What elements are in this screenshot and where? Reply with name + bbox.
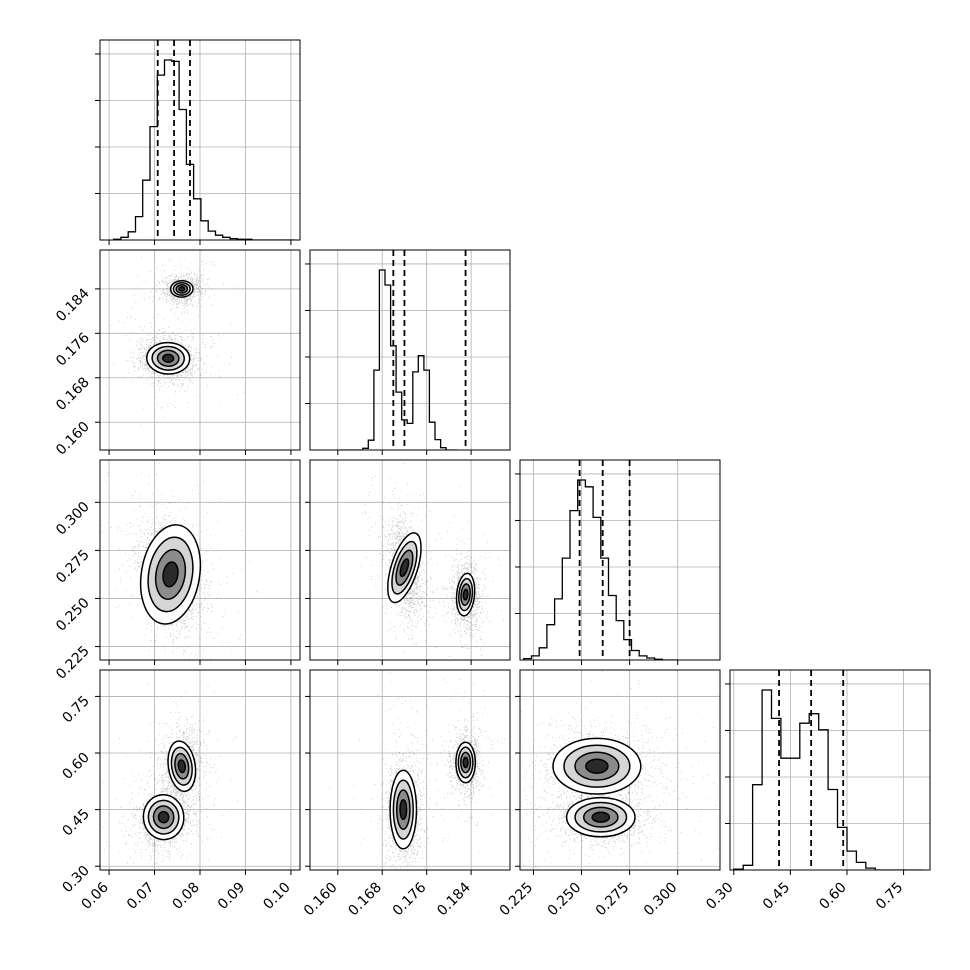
x-tick-label: 0.10 xyxy=(260,880,293,913)
panel-frame xyxy=(309,669,511,871)
density-contour xyxy=(462,588,469,601)
panel-frame xyxy=(729,669,931,871)
scatter-points xyxy=(106,250,245,426)
y-tick-label: 0.176 xyxy=(53,330,93,370)
panel-content xyxy=(341,460,504,660)
scatter-panel-0-3 xyxy=(99,669,301,871)
x-tick-label: 0.168 xyxy=(345,880,385,920)
scatter-panel-0-1 xyxy=(99,249,301,451)
scatter-points xyxy=(102,679,238,870)
histogram-step-line xyxy=(733,689,923,870)
panel-frame xyxy=(519,459,721,661)
y-tick-label: 0.168 xyxy=(53,374,93,414)
density-contour xyxy=(162,353,175,363)
density-contour xyxy=(157,810,170,824)
y-tick-label: 0.300 xyxy=(53,499,93,539)
scatter-panel-1-2 xyxy=(309,459,511,661)
x-tick-label: 0.176 xyxy=(390,879,430,919)
panel-frame xyxy=(309,459,511,661)
y-tick-label: 0.184 xyxy=(53,285,93,325)
x-tick-label: 0.09 xyxy=(215,880,248,913)
histogram-panel-2 xyxy=(515,459,721,661)
y-tick-label: 0.160 xyxy=(53,419,93,459)
y-tick-label: 0.75 xyxy=(59,693,92,726)
histogram-step-line xyxy=(340,269,458,450)
panel-content xyxy=(520,670,720,870)
density-contour xyxy=(162,561,179,588)
x-tick-label: 0.45 xyxy=(760,880,793,913)
histogram-panel-3 xyxy=(725,669,931,871)
density-contour xyxy=(585,758,609,774)
x-tick-label: 0.60 xyxy=(816,880,849,913)
x-tick-label: 0.06 xyxy=(79,879,112,912)
histogram-panel-1 xyxy=(305,249,511,451)
y-tick-label: 0.275 xyxy=(53,547,93,587)
panel-content xyxy=(106,250,245,426)
x-tick-label: 0.250 xyxy=(545,880,585,920)
y-tick-label: 0.225 xyxy=(53,643,93,683)
panel-content xyxy=(102,679,238,870)
histogram-step-line xyxy=(523,479,678,660)
y-tick-label: 0.60 xyxy=(59,750,92,783)
density-contour xyxy=(399,799,408,821)
x-tick-label: 0.160 xyxy=(301,880,341,920)
y-tick-label: 0.250 xyxy=(53,595,93,635)
y-tick-label: 0.45 xyxy=(59,806,92,839)
density-contour xyxy=(399,558,410,578)
scatter-panel-1-3 xyxy=(309,669,511,871)
x-tick-label: 0.225 xyxy=(497,880,537,920)
panel-content xyxy=(329,671,505,870)
scatter-points xyxy=(101,462,257,660)
histogram-panel-0 xyxy=(95,39,301,241)
scatter-points xyxy=(341,460,504,660)
histogram-step-line xyxy=(112,59,296,240)
x-tick-label: 0.275 xyxy=(593,880,633,920)
density-contour xyxy=(177,759,187,774)
panel-content xyxy=(101,462,257,660)
x-tick-label: 0.184 xyxy=(434,879,474,919)
x-tick-label: 0.08 xyxy=(169,880,202,913)
density-contour xyxy=(178,286,186,292)
panel-frame xyxy=(519,669,721,871)
x-tick-label: 0.300 xyxy=(641,880,681,920)
x-tick-label: 0.75 xyxy=(873,880,906,913)
scatter-panel-0-2 xyxy=(99,459,301,661)
density-contour xyxy=(462,756,469,769)
x-tick-label: 0.07 xyxy=(124,880,157,913)
x-tick-label: 0.30 xyxy=(703,880,736,913)
density-contour xyxy=(591,811,611,823)
panel-frame xyxy=(309,249,511,451)
scatter-panel-2-3 xyxy=(519,669,721,871)
